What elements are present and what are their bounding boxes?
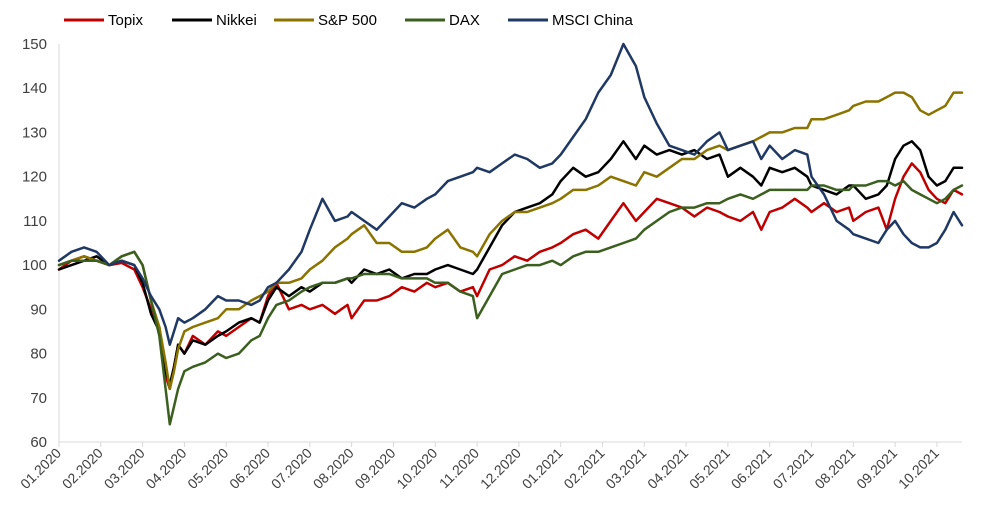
x-tick-label: 04.2020 — [142, 445, 189, 492]
legend-label-topix: Topix — [108, 12, 144, 29]
x-axis: 01.202002.202003.202004.202005.202006.20… — [17, 441, 962, 492]
x-tick-label: 04.2021 — [644, 445, 691, 492]
x-tick-label: 02.2020 — [59, 445, 106, 492]
y-tick-label: 70 — [30, 390, 47, 407]
legend-label-msci-china: MSCI China — [552, 12, 634, 29]
x-tick-label: 08.2020 — [310, 445, 357, 492]
x-tick-label: 06.2021 — [728, 445, 775, 492]
x-tick-label: 07.2020 — [268, 445, 315, 492]
x-tick-label: 07.2021 — [770, 445, 817, 492]
x-tick-label: 10.2021 — [895, 445, 942, 492]
y-tick-label: 60 — [30, 434, 47, 451]
series-line-nikkei — [57, 140, 964, 386]
y-axis: 60 70 80 90 100 110 120 130 140 150 — [22, 36, 60, 451]
series-line-dax — [57, 179, 964, 426]
y-tick-label: 80 — [30, 346, 47, 363]
series-line-msci-china — [57, 42, 964, 346]
series-line-s-p-500 — [57, 91, 964, 391]
x-tick-label: 03.2020 — [101, 445, 148, 492]
series-lines — [57, 42, 964, 426]
x-tick-label: 11.2020 — [436, 445, 483, 492]
x-tick-label: 10.2020 — [393, 445, 440, 492]
y-tick-label: 90 — [30, 301, 47, 318]
y-tick-label: 110 — [23, 213, 47, 230]
y-tick-label: 130 — [22, 124, 47, 141]
chart-legend: Topix Nikkei S&P 500 DAX MSCI China — [64, 12, 634, 29]
y-tick-label: 140 — [22, 80, 47, 97]
x-tick-label: 01.2020 — [17, 445, 64, 492]
x-tick-label: 02.2021 — [560, 445, 607, 492]
x-tick-label: 03.2021 — [602, 445, 649, 492]
legend-label-nikkei: Nikkei — [216, 12, 257, 29]
x-tick-label: 06.2020 — [226, 445, 273, 492]
x-tick-label: 05.2020 — [184, 445, 231, 492]
x-tick-label: 12.2020 — [477, 445, 524, 492]
legend-label-s-p-500: S&P 500 — [318, 12, 377, 29]
x-tick-label: 01.2021 — [519, 445, 566, 492]
y-tick-label: 150 — [22, 36, 47, 53]
legend-label-dax: DAX — [449, 12, 480, 29]
x-tick-label: 05.2021 — [686, 445, 733, 492]
x-tick-label: 09.2021 — [853, 445, 900, 492]
x-tick-label: 08.2021 — [811, 445, 858, 492]
y-tick-label: 100 — [22, 257, 47, 274]
y-tick-label: 120 — [22, 169, 47, 186]
x-tick-label: 09.2020 — [351, 445, 398, 492]
